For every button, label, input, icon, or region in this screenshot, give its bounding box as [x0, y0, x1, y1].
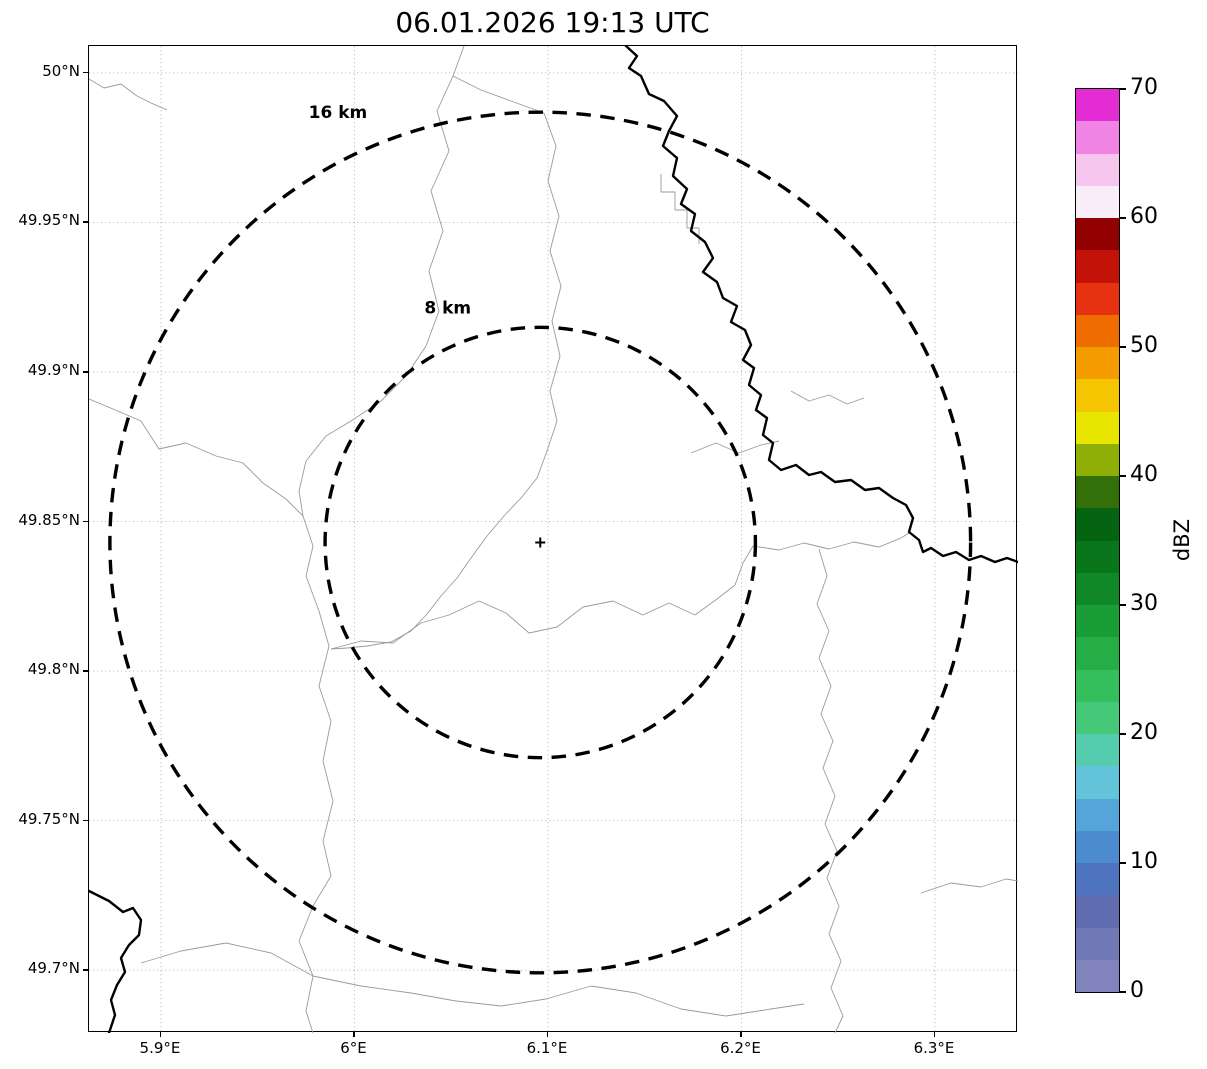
colorbar-tick-mark [1119, 217, 1126, 219]
y-tick-label: 49.75°N [18, 809, 80, 828]
admin-boundary-line [816, 548, 844, 1033]
x-tick-label: 6°E [340, 1039, 367, 1057]
colorbar-tick-label: 70 [1130, 75, 1158, 100]
y-tick-label: 50°N [42, 61, 80, 80]
admin-boundary-line [920, 878, 1018, 894]
y-tick-label: 49.95°N [18, 211, 80, 230]
colorbar-tick-mark [1119, 733, 1126, 735]
y-tick-mark [83, 520, 88, 523]
colorbar-tick-label: 30 [1130, 591, 1158, 616]
map-canvas: 16 km 8 km [89, 46, 1018, 1033]
admin-boundary-line [330, 545, 754, 650]
y-tick-label: 49.8°N [27, 660, 80, 679]
admin-boundary-line [452, 75, 545, 114]
colorbar-tick-mark [1119, 88, 1126, 90]
colorbar-segment [1076, 218, 1119, 251]
admin-boundary-line [140, 942, 805, 1017]
colorbar-segment [1076, 153, 1119, 186]
colorbar-segment [1076, 121, 1119, 154]
colorbar-segment [1076, 282, 1119, 315]
admin-boundary-line [89, 78, 168, 111]
y-tick-mark [83, 371, 88, 373]
colorbar-segment [1076, 347, 1119, 380]
colorbar [1075, 88, 1120, 993]
colorbar-segment [1076, 959, 1119, 992]
y-tick-mark [83, 221, 88, 223]
y-tick-label: 49.7°N [27, 959, 80, 978]
x-tick-mark [546, 1032, 549, 1037]
x-tick-mark [933, 1032, 936, 1037]
colorbar-segment [1076, 605, 1119, 638]
colorbar-tick-mark [1119, 862, 1126, 864]
y-tick-label: 49.9°N [27, 361, 80, 379]
colorbar-segment [1076, 895, 1119, 928]
colorbar-segment [1076, 637, 1119, 670]
y-tick-mark [83, 71, 88, 74]
colorbar-tick-label: 10 [1130, 849, 1158, 874]
colorbar-tick-label: 20 [1130, 720, 1158, 745]
admin-boundary-line [752, 532, 910, 551]
range-ring-8km [323, 325, 758, 760]
colorbar-segment [1076, 250, 1119, 283]
range-ring-16km [108, 110, 973, 975]
colorbar-segment [1076, 379, 1119, 412]
colorbar-segment [1076, 89, 1119, 122]
colorbar-segment [1076, 766, 1119, 799]
colorbar-segment [1076, 734, 1119, 767]
colorbar-tick-mark [1119, 475, 1126, 477]
admin-boundary-line [89, 398, 304, 517]
x-tick-label: 5.9°E [139, 1039, 181, 1057]
y-tick-mark [83, 819, 88, 822]
river-national-border-line [89, 889, 143, 1033]
x-tick-label: 6.2°E [720, 1039, 761, 1057]
colorbar-segment [1076, 443, 1119, 476]
colorbar-segment [1076, 927, 1119, 960]
admin-boundary-line [690, 440, 780, 454]
x-tick-mark [353, 1032, 355, 1037]
colorbar-segment [1076, 185, 1119, 218]
range-ring-label-16km: 16 km [309, 103, 368, 123]
colorbar-segment [1076, 669, 1119, 702]
colorbar-segment [1076, 314, 1119, 347]
y-tick-label: 49.85°N [18, 510, 80, 529]
plot-title: 06.01.2026 19:13 UTC [395, 6, 710, 39]
y-tick-mark [83, 670, 88, 672]
x-tick-mark [159, 1032, 162, 1037]
colorbar-tick-mark [1119, 346, 1126, 348]
colorbar-segment [1076, 863, 1119, 896]
admin-boundary-line [790, 390, 865, 405]
colorbar-segment [1076, 798, 1119, 831]
colorbar-segment [1076, 508, 1119, 541]
colorbar-segment [1076, 572, 1119, 605]
colorbar-segment [1076, 830, 1119, 863]
admin-boundary-line [660, 174, 700, 244]
colorbar-tick-label: 60 [1130, 204, 1158, 229]
colorbar-segment [1076, 476, 1119, 509]
colorbar-tick-label: 50 [1130, 333, 1158, 358]
y-tick-mark [83, 969, 88, 971]
range-ring-label-8km: 8 km [424, 298, 471, 318]
map-plot-area: 16 km 8 km [88, 45, 1018, 1033]
colorbar-tick-mark [1119, 604, 1126, 606]
colorbar-tick-label: 0 [1130, 978, 1144, 1003]
x-tick-label: 6.3°E [913, 1039, 955, 1057]
colorbar-label: dBZ [1170, 518, 1194, 561]
colorbar-segment [1076, 411, 1119, 444]
colorbar-tick-label: 40 [1130, 462, 1158, 487]
admin-boundary-line [330, 112, 562, 650]
x-tick-label: 6.1°E [526, 1039, 568, 1057]
x-tick-mark [740, 1032, 742, 1037]
colorbar-segment [1076, 701, 1119, 734]
river-national-border-line [624, 46, 1018, 564]
colorbar-segment [1076, 540, 1119, 573]
colorbar-tick-mark [1119, 991, 1126, 993]
